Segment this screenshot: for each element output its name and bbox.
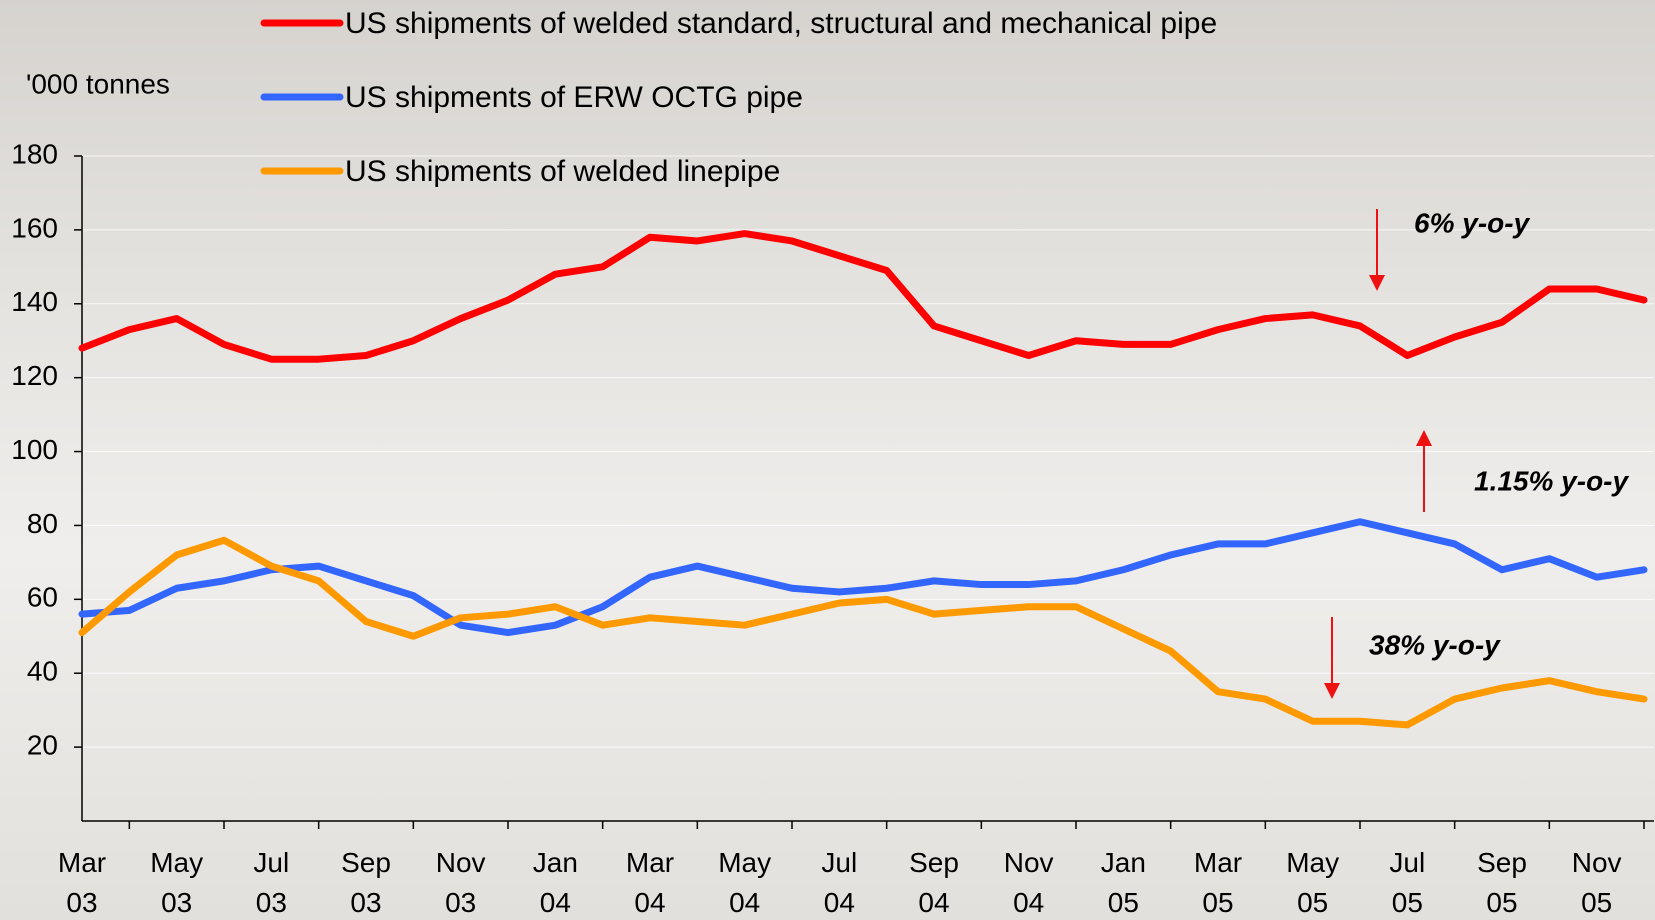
x-tick-label: Sep 05	[1477, 847, 1527, 918]
y-tick-label: 140	[11, 286, 58, 317]
series-line	[78, 230, 1648, 363]
x-tick-label: Jul 03	[253, 847, 290, 918]
x-tick-label: Mar 03	[57, 847, 107, 918]
y-tick-label: 20	[27, 730, 58, 761]
annotation: 6% y-o-y	[1414, 207, 1531, 238]
legend-label: US shipments of ERW OCTG pipe	[345, 81, 803, 114]
x-tick-label: May 03	[150, 847, 204, 918]
x-tick-label: Jul 05	[1389, 847, 1426, 918]
x-tick-label: Jul 04	[821, 847, 858, 918]
legend-label: US shipments of welded standard, structu…	[345, 7, 1217, 40]
y-tick-label: 80	[27, 508, 58, 539]
x-tick-label: Mar 04	[625, 847, 675, 918]
y-tick-label: 40	[27, 656, 58, 687]
y-tick-label: 120	[11, 360, 58, 391]
annotation: 1.15% y-o-y	[1474, 465, 1629, 496]
annotation: 38% y-o-y	[1369, 629, 1501, 660]
y-tick-label: 180	[11, 138, 58, 169]
x-tick-label: Sep 04	[909, 847, 959, 918]
x-tick-label: Mar 05	[1193, 847, 1243, 918]
x-tick-label: Jan 04	[532, 847, 578, 918]
series-line	[78, 536, 1648, 729]
series-line	[78, 518, 1648, 637]
y-tick-label: 160	[11, 212, 58, 243]
x-tick-label: Sep 03	[341, 847, 391, 918]
x-tick-label: May 05	[1286, 847, 1340, 918]
x-tick-label: Nov 05	[1571, 847, 1622, 918]
legend-label: US shipments of welded linepipe	[345, 155, 780, 188]
y-tick-label: 100	[11, 434, 58, 465]
x-tick-label: Nov 03	[435, 847, 486, 918]
x-tick-label: Jan 05	[1100, 847, 1146, 918]
y-axis-label: '000 tonnes	[26, 68, 170, 99]
x-tick-label: May 04	[718, 847, 772, 918]
y-tick-label: 60	[27, 582, 58, 613]
x-tick-label: Nov 04	[1003, 847, 1054, 918]
